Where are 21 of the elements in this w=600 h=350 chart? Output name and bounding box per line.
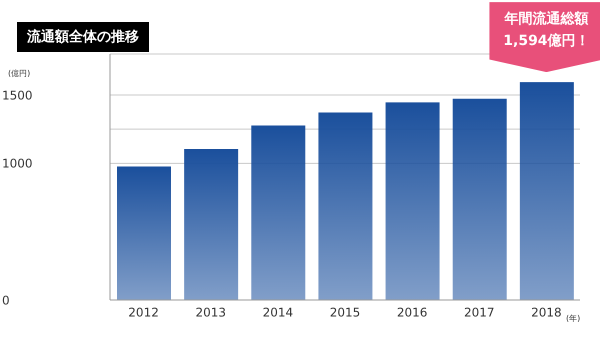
chart-title: 流通額全体の推移 — [17, 22, 149, 52]
y-tick-label: 1000 — [2, 156, 33, 171]
x-axis-title: (年) — [566, 313, 580, 324]
x-tick-label: 2018 — [531, 306, 562, 320]
bar — [452, 98, 507, 300]
x-tick-label: 2014 — [262, 306, 294, 320]
annotation: 年間流通総額 1,594億円！ — [489, 2, 600, 72]
bar — [184, 148, 238, 300]
x-tick-label: 2016 — [396, 306, 428, 320]
bar — [520, 82, 574, 300]
x-tick-label: 2012 — [128, 306, 159, 320]
bar — [318, 112, 372, 300]
y-tick-label: 1500 — [2, 88, 33, 102]
x-tick-label: 2013 — [195, 306, 226, 320]
bar — [251, 125, 306, 300]
x-tick-label: 2015 — [330, 306, 360, 320]
bar — [117, 166, 171, 300]
y-tick-label: 0 — [2, 293, 10, 308]
y-axis-title: (億円) — [8, 68, 30, 79]
bar — [386, 102, 440, 300]
x-tick-label: 2017 — [464, 306, 495, 320]
